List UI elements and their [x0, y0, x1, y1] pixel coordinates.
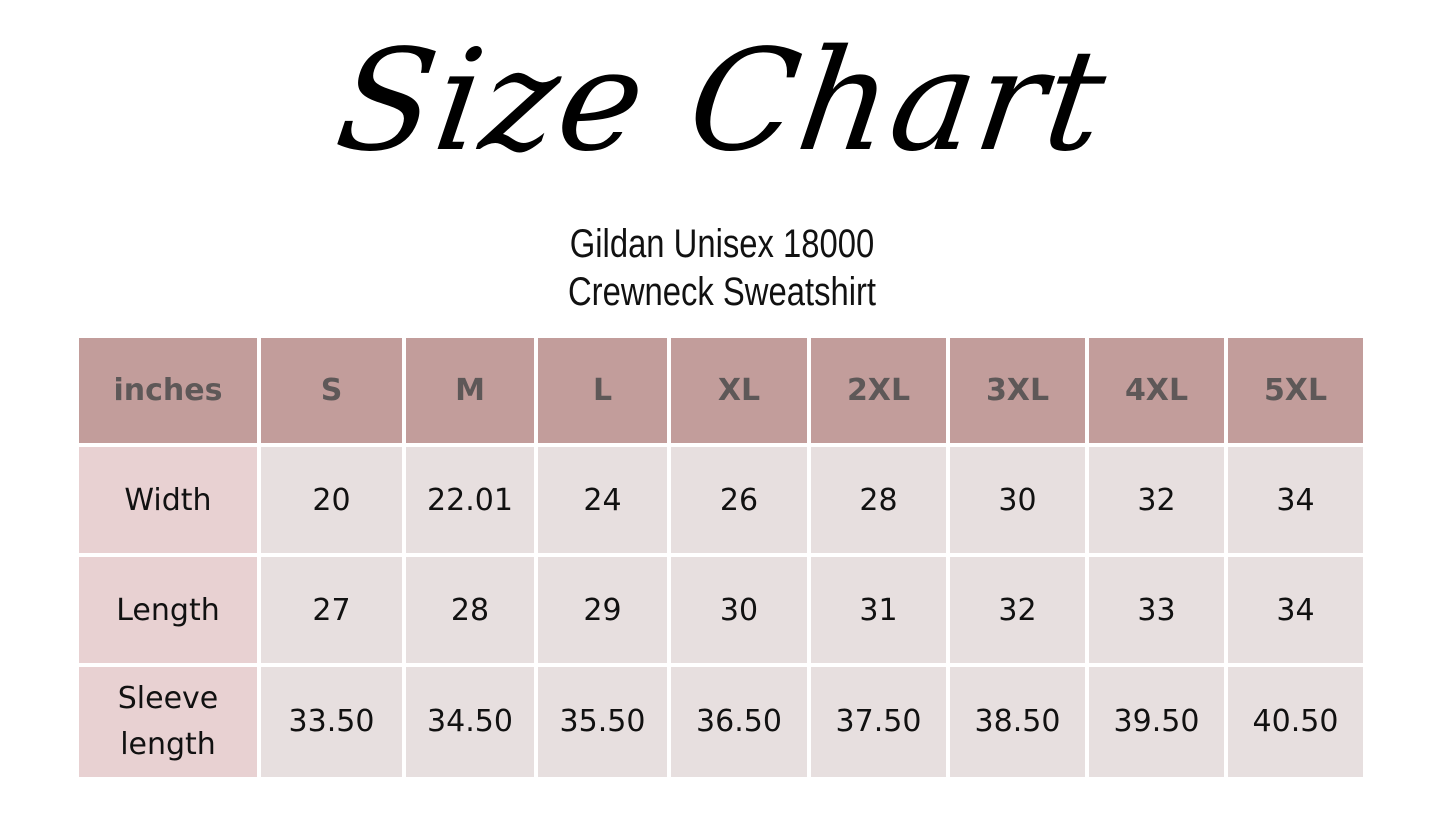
table-cell: 40.50 [1228, 667, 1363, 777]
table-cell: 32 [950, 557, 1085, 663]
header-cell: 4XL [1089, 338, 1224, 443]
table-cell: 31 [811, 557, 946, 663]
table-cell: 38.50 [950, 667, 1085, 777]
table-cell: 32 [1089, 447, 1224, 553]
table-cell: 33 [1089, 557, 1224, 663]
table-cell: 28 [406, 557, 534, 663]
table-cell: 27 [261, 557, 402, 663]
header-cell: 5XL [1228, 338, 1363, 443]
table-cell: 37.50 [811, 667, 946, 777]
table-cell: 39.50 [1089, 667, 1224, 777]
table-cell: 22.01 [406, 447, 534, 553]
table-row: Length 27 28 29 30 31 32 33 34 [79, 557, 1363, 663]
table-row: Sleeve length 33.50 34.50 35.50 36.50 37… [79, 667, 1363, 777]
row-label: Length [79, 557, 257, 663]
header-cell: 2XL [811, 338, 946, 443]
table-cell: 28 [811, 447, 946, 553]
table-cell: 35.50 [538, 667, 667, 777]
table-cell: 33.50 [261, 667, 402, 777]
table-cell: 29 [538, 557, 667, 663]
table-cell: 30 [950, 447, 1085, 553]
size-table: inches S M L XL 2XL 3XL 4XL 5XL Width 20… [75, 334, 1367, 781]
table-cell: 34 [1228, 557, 1363, 663]
title: Size Chart [327, 20, 1117, 183]
header-cell: L [538, 338, 667, 443]
table-cell: 26 [671, 447, 807, 553]
table-row: Width 20 22.01 24 26 28 30 32 34 [79, 447, 1363, 553]
subtitle-line-1: Gildan Unisex 18000 [569, 222, 875, 266]
table-cell: 24 [538, 447, 667, 553]
row-label: Sleeve length [79, 667, 257, 777]
row-label: Width [79, 447, 257, 553]
subtitle-line-2: Crewneck Sweatshirt [567, 270, 877, 314]
header-cell: inches [79, 338, 257, 443]
table-cell: 30 [671, 557, 807, 663]
header-cell: XL [671, 338, 807, 443]
table-cell: 20 [261, 447, 402, 553]
header-cell: 3XL [950, 338, 1085, 443]
table-cell: 34 [1228, 447, 1363, 553]
table-cell: 34.50 [406, 667, 534, 777]
header-cell: M [406, 338, 534, 443]
table-cell: 36.50 [671, 667, 807, 777]
header-row: inches S M L XL 2XL 3XL 4XL 5XL [79, 338, 1363, 443]
header-cell: S [261, 338, 402, 443]
